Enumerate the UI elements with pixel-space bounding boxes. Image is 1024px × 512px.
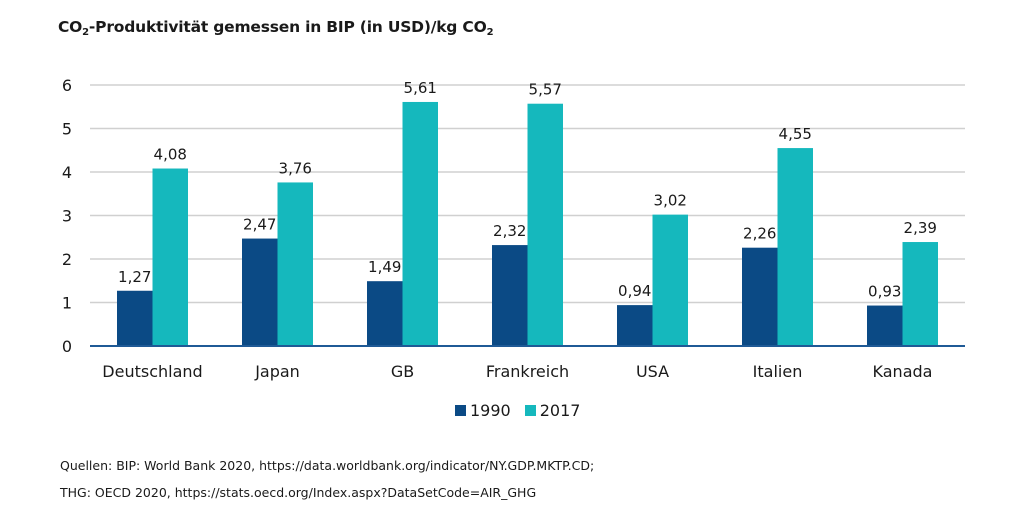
bar-2017-kanada [902, 242, 938, 346]
y-tick-label: 1 [62, 294, 72, 313]
x-tick-label: USA [636, 362, 669, 381]
bar-1990-deutschland [117, 290, 153, 346]
bar-1990-italien [742, 247, 778, 346]
bar-2017-frankreich [527, 103, 563, 346]
title-subscript: 2 [486, 27, 494, 38]
legend-item-1990: 1990 [455, 401, 511, 420]
y-tick-label: 5 [62, 120, 72, 139]
x-tick-label: Japan [254, 362, 300, 381]
value-label: 2,26 [743, 225, 776, 243]
bar-1990-frankreich [492, 245, 528, 346]
y-axis-ticks: 0 1 2 3 4 5 6 [62, 76, 72, 356]
value-label: 4,55 [779, 125, 812, 143]
bar-2017-italien [777, 148, 813, 346]
x-tick-label: Italien [753, 362, 803, 381]
legend: 1990 2017 [455, 401, 594, 420]
value-label: 2,32 [493, 222, 526, 240]
title-part: -Produktivität gemessen in BIP (in USD)/… [88, 18, 487, 36]
y-tick-label: 3 [62, 207, 72, 226]
bar-2017-gb [402, 101, 438, 346]
value-label: 2,47 [243, 216, 276, 234]
bars [117, 101, 938, 346]
value-label: 1,49 [368, 258, 401, 276]
x-axis-labels: Deutschland Japan GB Frankreich USA Italien Ka… [102, 362, 932, 381]
y-tick-label: 4 [62, 163, 72, 182]
title-subscript: 2 [82, 27, 89, 38]
x-tick-label: GB [391, 362, 414, 381]
x-tick-label: Deutschland [102, 362, 202, 381]
value-label: 4,08 [154, 146, 187, 164]
source-line-1: Quellen: BIP: World Bank 2020, https://d… [60, 458, 595, 473]
y-tick-label: 0 [62, 337, 72, 356]
x-tick-label: Frankreich [486, 362, 569, 381]
bar-2017-japan [277, 182, 313, 346]
source-line-2: THG: OECD 2020, https://stats.oecd.org/I… [60, 485, 537, 500]
bar-1990-japan [242, 238, 278, 346]
bar-1990-kanada [867, 305, 903, 346]
value-label: 2,39 [904, 219, 937, 237]
bar-2017-deutschland [152, 168, 188, 346]
x-tick-label: Kanada [873, 362, 933, 381]
legend-item-2017: 2017 [524, 401, 581, 420]
chart-title: CO2-Produktivität gemessen in BIP (in US… [58, 18, 494, 38]
title-part: CO [58, 18, 83, 36]
value-label: 0,94 [618, 282, 651, 300]
value-label: 5,61 [404, 79, 437, 97]
y-tick-label: 2 [62, 250, 72, 269]
bar-1990-usa [617, 305, 653, 346]
value-label: 3,76 [279, 159, 312, 177]
value-label: 1,27 [118, 268, 151, 286]
legend-swatch [455, 405, 466, 416]
legend-swatch [524, 405, 536, 416]
value-labels: 1,27 4,08 2,47 3,76 1,49 5,61 2,32 5,57 0,94 3,02… [118, 79, 937, 301]
bar-1990-gb [367, 281, 403, 346]
value-label: 5,57 [529, 81, 562, 99]
bar-2017-usa [652, 214, 688, 346]
value-label: 3,02 [654, 192, 687, 210]
legend-label: 1990 [470, 401, 511, 420]
value-label: 0,93 [868, 283, 901, 301]
legend-label: 2017 [539, 401, 581, 420]
bar-chart: 0 1 2 3 4 5 6 1,27 4,08 2,47 3,76 1,49 5,61 2,32 5,57… [62, 76, 965, 381]
y-tick-label: 6 [62, 76, 72, 95]
